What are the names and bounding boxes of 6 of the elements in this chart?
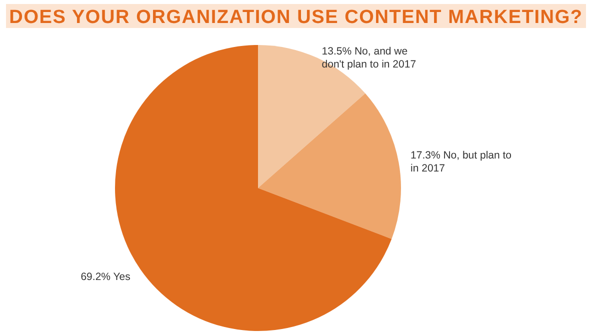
slice-label: 13.5% No, and we don't plan to in 2017	[322, 46, 416, 71]
pie-slice	[115, 45, 392, 331]
chart-title: DOES YOUR ORGANIZATION USE CONTENT MARKETING?	[9, 7, 583, 28]
pie-slice	[258, 93, 401, 239]
slice-label: 69.2% Yes	[80, 270, 130, 283]
slice-label: 17.3% No, but plan to in 2017	[410, 149, 512, 174]
